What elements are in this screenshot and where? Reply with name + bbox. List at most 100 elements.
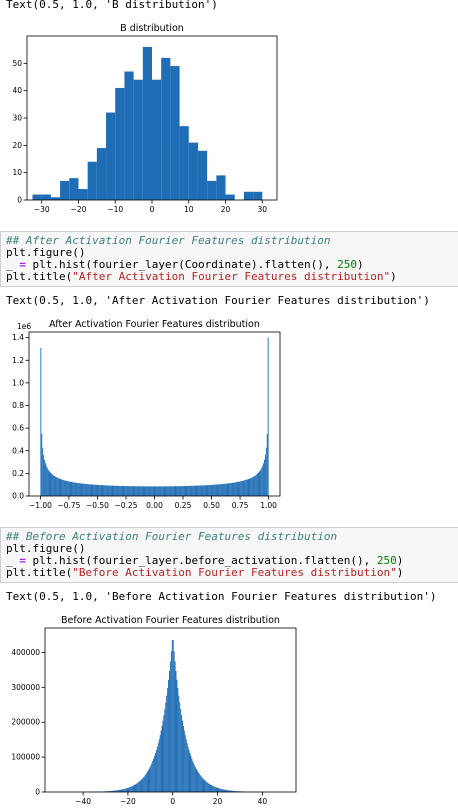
histogram-bar (153, 758, 155, 792)
histogram-bar (88, 484, 90, 496)
code-cell-2[interactable]: ## Before Activation Fourier Features di… (0, 527, 458, 583)
histogram-bar (113, 485, 115, 496)
code-cell-1[interactable]: ## After Activation Fourier Features dis… (0, 231, 458, 287)
y-scale-label: 1e6 (17, 322, 31, 331)
x-tick-label: 10 (184, 205, 194, 214)
histogram-bar (247, 479, 249, 496)
histogram-bar (183, 486, 185, 496)
histogram-bar (225, 194, 235, 200)
histogram-bar (228, 483, 230, 496)
y-tick-label: 0.6 (12, 424, 24, 433)
histogram-bar (196, 769, 197, 792)
histogram-bar (55, 477, 57, 496)
code-string: "Before Activation Fourier Features dist… (72, 566, 397, 579)
histogram-bar (175, 670, 177, 792)
histogram-bar (105, 485, 107, 496)
histogram-bar (190, 485, 192, 496)
histogram-bar (198, 773, 200, 792)
histogram-bar (121, 789, 123, 792)
histogram-bar (169, 661, 171, 792)
code-token: plt.title( (6, 566, 73, 579)
histogram-bar (153, 486, 155, 496)
histogram-bar (56, 477, 58, 496)
histogram-bar (51, 473, 53, 496)
histogram-bar (264, 455, 266, 496)
histogram-bar (53, 475, 55, 496)
histogram-bar (46, 467, 48, 496)
histogram-bar (128, 486, 130, 496)
histogram-bar (201, 777, 203, 792)
histogram-bar (123, 789, 125, 792)
histogram-bar (243, 191, 254, 200)
histogram-bar (244, 480, 246, 496)
histogram-bar (130, 786, 132, 792)
histogram-bar (54, 476, 56, 496)
histogram-bar (210, 784, 211, 792)
histogram-bar (124, 71, 134, 201)
histogram-bar (48, 470, 50, 496)
histogram-bar (65, 480, 67, 496)
histogram-bar (211, 785, 213, 792)
histogram-bar (122, 789, 124, 792)
histogram-bar (246, 479, 248, 496)
histogram-bar (57, 478, 59, 496)
histogram-bar (69, 481, 71, 496)
histogram-bar (207, 485, 209, 496)
histogram-bar (232, 482, 234, 496)
x-tick-label: 0 (150, 205, 155, 214)
histogram-bar (242, 480, 244, 496)
histogram-bar (78, 483, 80, 496)
histogram-bar (71, 482, 73, 496)
histogram-bar (179, 486, 181, 496)
histogram-bar (233, 482, 235, 496)
code-token: ) (396, 554, 404, 567)
histogram-bar (67, 481, 69, 496)
histogram-bar (108, 485, 110, 496)
histogram-bar (176, 679, 178, 792)
histogram-bar (95, 484, 97, 496)
histogram-bar (160, 730, 162, 792)
histogram-bar (191, 758, 193, 792)
histogram-bar (154, 486, 156, 496)
histogram-bar (118, 485, 120, 496)
histogram-bar (87, 161, 97, 200)
histogram-bar (253, 476, 254, 496)
x-tick-label: 0.75 (232, 501, 249, 510)
histogram-bar (144, 775, 146, 792)
y-tick-label: 0 (17, 196, 22, 205)
histogram-bar (126, 486, 128, 496)
histogram-bar (173, 651, 175, 792)
histogram-bar (177, 486, 179, 496)
x-tick-label: 40 (258, 797, 268, 806)
histogram-bar (209, 485, 211, 496)
histogram-bar (124, 486, 126, 496)
histogram-bar (131, 786, 133, 792)
histogram-bar (70, 481, 72, 496)
histogram-bar (45, 465, 47, 496)
histogram-bar (167, 687, 169, 792)
histogram-bar (96, 484, 98, 496)
histogram-bar (199, 485, 201, 496)
histogram-bar (66, 481, 68, 496)
x-tick-label: −40 (75, 797, 91, 806)
histogram-bar (169, 486, 171, 496)
histogram-bar (118, 789, 120, 792)
histogram-bar (65, 480, 66, 496)
histogram-bar (104, 485, 106, 496)
histogram-bar (127, 787, 128, 792)
x-tick-label: −20 (120, 797, 136, 806)
y-tick-label: 1.0 (12, 378, 24, 387)
histogram-bar (151, 486, 153, 496)
y-tick-label: 0.0 (12, 492, 24, 501)
histogram-bar (216, 787, 218, 792)
histogram-bar (193, 485, 195, 496)
histogram-bar (256, 473, 258, 496)
output-text-1: Text(0.5, 1.0, 'B distribution') (6, 0, 218, 11)
histogram-bar (120, 789, 122, 792)
histogram-bar (125, 788, 127, 792)
histogram-bar (137, 782, 139, 792)
histogram-bar (259, 470, 261, 496)
histogram-bar (178, 695, 180, 792)
histogram-bar (158, 739, 160, 792)
histogram-bar (125, 486, 127, 496)
